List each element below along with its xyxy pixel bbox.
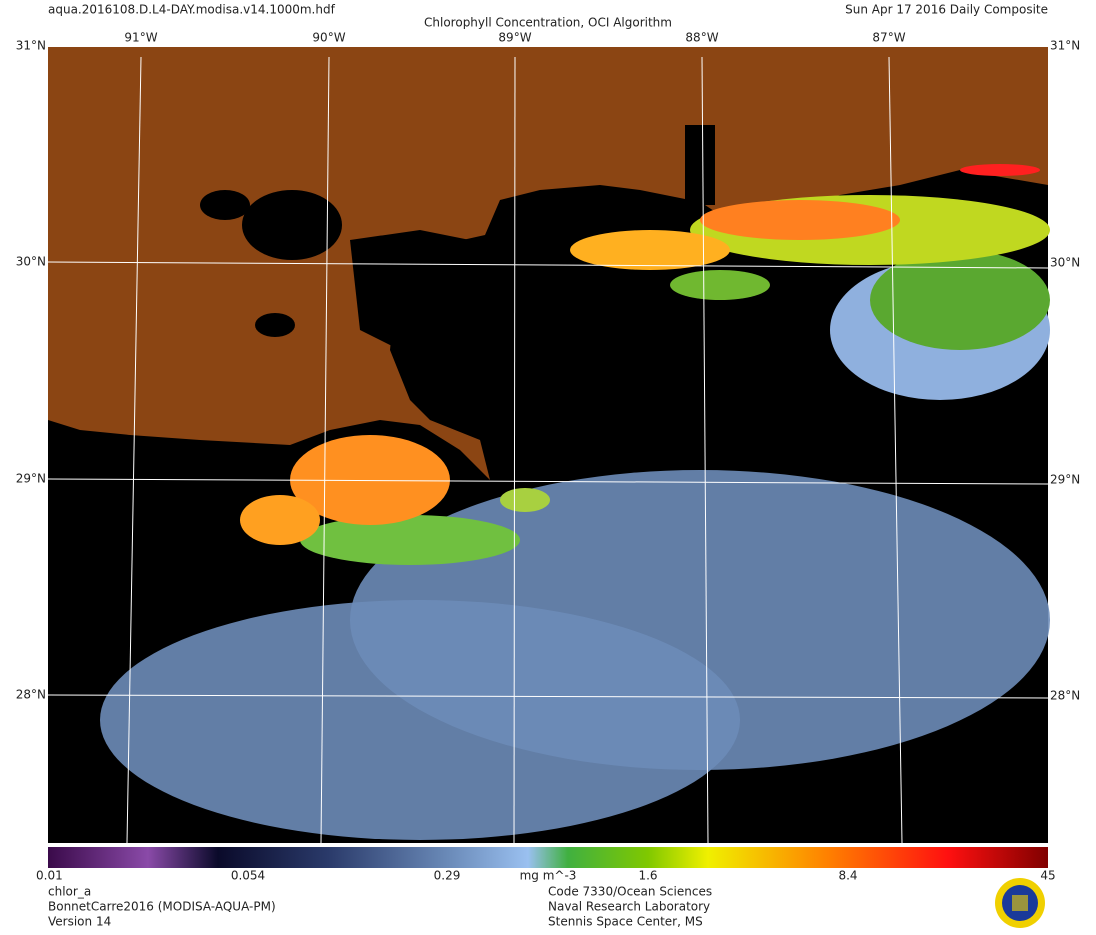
colorbar-units: mg m^-3 (520, 869, 577, 883)
lon-label: 89°W (498, 31, 531, 45)
colorbar-label: 0.01 (36, 869, 63, 883)
footer-center: Code 7330/Ocean Sciences (548, 885, 712, 899)
file-name: aqua.2016108.D.L4-DAY.modisa.v14.1000m.h… (48, 3, 336, 17)
colorbar-label: 0.29 (434, 869, 461, 883)
map (47, 47, 1050, 844)
lat-label: 29°N (16, 472, 46, 486)
lat-label: 31°N (16, 39, 46, 53)
colorbar-label: 0.054 (231, 869, 265, 883)
footer-left: Version 14 (48, 915, 111, 929)
lon-label: 87°W (872, 31, 905, 45)
lat-label: 30°N (16, 255, 46, 269)
title: Chlorophyll Concentration, OCI Algorithm (424, 16, 672, 30)
footer-left: chlor_a (48, 885, 91, 899)
lon-label: 90°W (312, 31, 345, 45)
lat-label: 29°N (1050, 473, 1080, 487)
date: Sun Apr 17 2016 Daily Composite (845, 3, 1048, 17)
colorbar-label: 8.4 (838, 869, 857, 883)
lat-label: 30°N (1050, 256, 1080, 270)
lat-label: 28°N (16, 688, 46, 702)
colorbar (48, 847, 1048, 868)
footer-left: BonnetCarre2016 (MODISA-AQUA-PM) (48, 900, 276, 914)
footer-center: Naval Research Laboratory (548, 900, 710, 914)
lon-label: 88°W (685, 31, 718, 45)
footer-center: Stennis Space Center, MS (548, 915, 703, 929)
colorbar-label: 45 (1040, 869, 1055, 883)
lat-label: 31°N (1050, 39, 1080, 53)
logo (995, 878, 1045, 928)
colorbar-label: 1.6 (638, 869, 657, 883)
lat-label: 28°N (1050, 689, 1080, 703)
lon-label: 91°W (124, 31, 157, 45)
